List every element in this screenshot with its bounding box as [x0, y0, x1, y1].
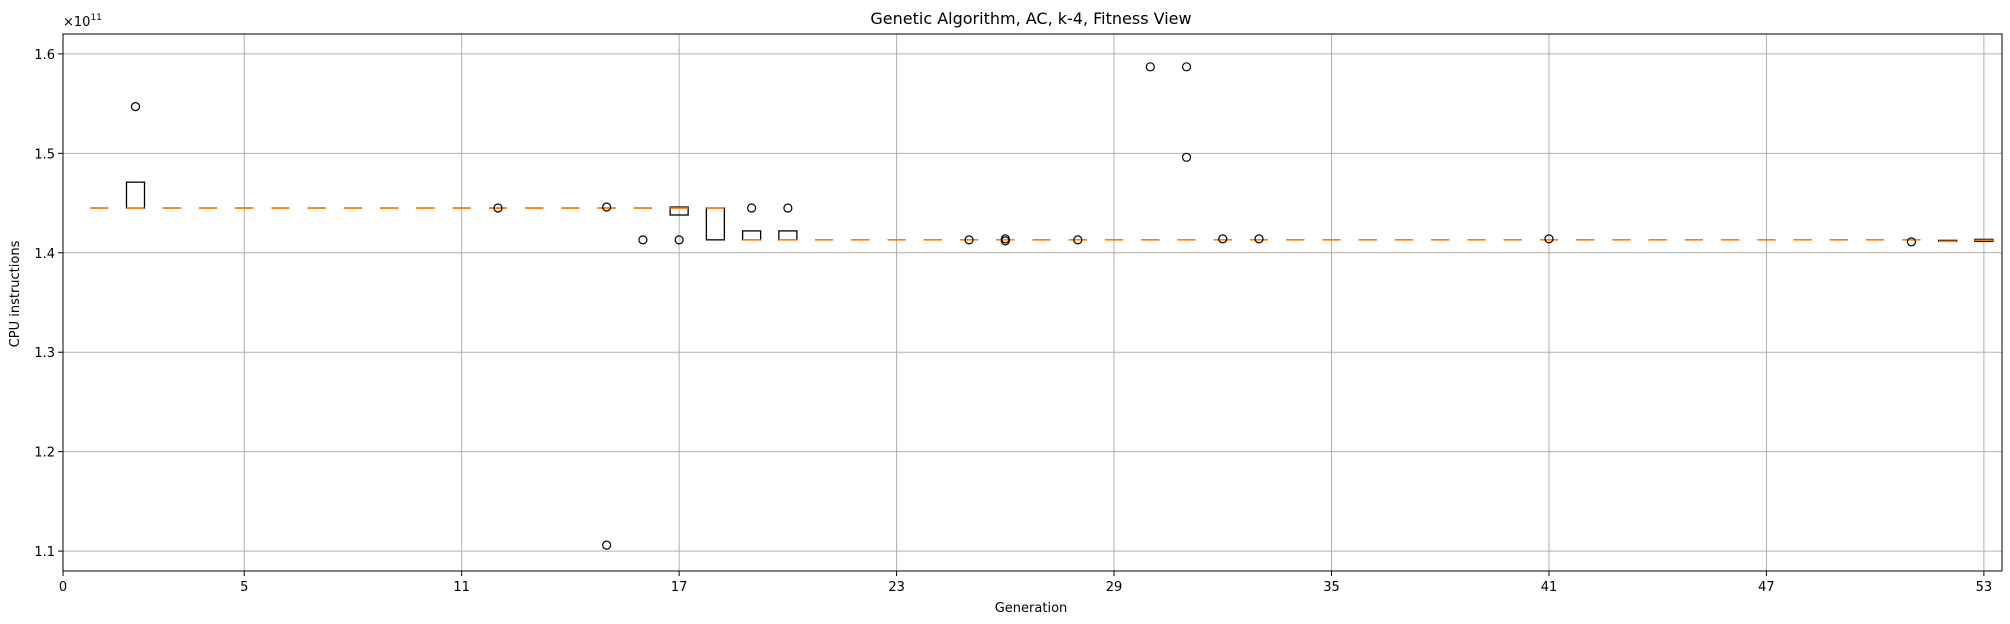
box-gen-20: [778, 203, 798, 241]
y-scale-factor: ×1011: [63, 13, 102, 30]
x-tick-label: 17: [671, 580, 688, 595]
outlier-point: [1181, 62, 1192, 72]
y-tick-label: 1.5: [34, 147, 55, 162]
x-axis-label: Generation: [995, 601, 1068, 616]
box-gen-52: [1937, 239, 1958, 243]
x-tick-label: 23: [888, 580, 905, 595]
y-scale-exponent: 11: [90, 13, 101, 23]
outlier-point: [493, 203, 503, 213]
outlier-point: [602, 202, 612, 212]
outlier-point: [1073, 235, 1083, 245]
box: [669, 206, 689, 216]
x-tick-label: 0: [59, 580, 67, 595]
outlier-point: [1218, 234, 1228, 244]
outlier-point: [130, 101, 141, 112]
box-gen-28: [1068, 235, 1087, 245]
box-gen-33: [1250, 234, 1269, 244]
outlier-point: [1181, 152, 1192, 162]
box-gen-17: [669, 206, 689, 245]
x-tick-label: 47: [1758, 580, 1775, 595]
box-gen-19: [741, 203, 762, 241]
plot-frame: [62, 33, 2003, 572]
x-tick-label: 53: [1976, 580, 1993, 595]
box-gen-41: [1539, 234, 1558, 244]
y-tick-label: 1.4: [34, 247, 55, 262]
outlier-point: [638, 235, 648, 245]
box-gen-16: [633, 207, 652, 245]
box-gen-53: [1974, 238, 1994, 242]
x-tick-label: 29: [1106, 580, 1123, 595]
box-gen-51: [1902, 237, 1921, 247]
chart-title: Genetic Algorithm, AC, k-4, Fitness View: [870, 9, 1191, 28]
box-gen-15: [597, 202, 616, 550]
y-tick-label: 1.3: [34, 346, 55, 361]
x-tick-label: 11: [453, 580, 470, 595]
axis-ticks: 0 5 11 17 23 29 35 41 47 53 1.1 1.2 1.3 1.4 1.5 1.6: [34, 48, 1992, 595]
box-gen-31: [1177, 62, 1196, 241]
y-axis-label: CPU instructions: [8, 240, 23, 347]
y-tick-label: 1.1: [34, 545, 55, 560]
box-gen-2: [125, 101, 146, 209]
grid: [62, 34, 2002, 571]
outlier-point: [964, 235, 974, 245]
outlier-point: [1000, 236, 1010, 246]
box-gen-26: [996, 234, 1015, 246]
box-gen-25: [960, 235, 979, 245]
x-tick-label: 41: [1541, 580, 1558, 595]
x-tick-label: 35: [1323, 580, 1340, 595]
outlier-point: [674, 235, 684, 245]
box-gen-32: [1213, 234, 1232, 244]
outlier-point: [783, 203, 793, 213]
outlier-point: [1906, 237, 1916, 247]
box-gen-30: [1141, 62, 1160, 241]
y-scale-base: ×10: [63, 15, 90, 30]
y-tick-label: 1.2: [34, 446, 55, 461]
box-plot-series: [90, 62, 1994, 550]
box-gen-12: [488, 203, 507, 213]
outlier-point: [1254, 234, 1264, 244]
outlier-point: [747, 203, 757, 213]
y-tick-label: 1.6: [34, 48, 55, 63]
x-tick-label: 5: [240, 580, 248, 595]
outlier-point: [1145, 62, 1155, 72]
outlier-point: [602, 540, 612, 550]
outlier-point: [1544, 234, 1554, 244]
box-gen-18: [705, 207, 726, 241]
